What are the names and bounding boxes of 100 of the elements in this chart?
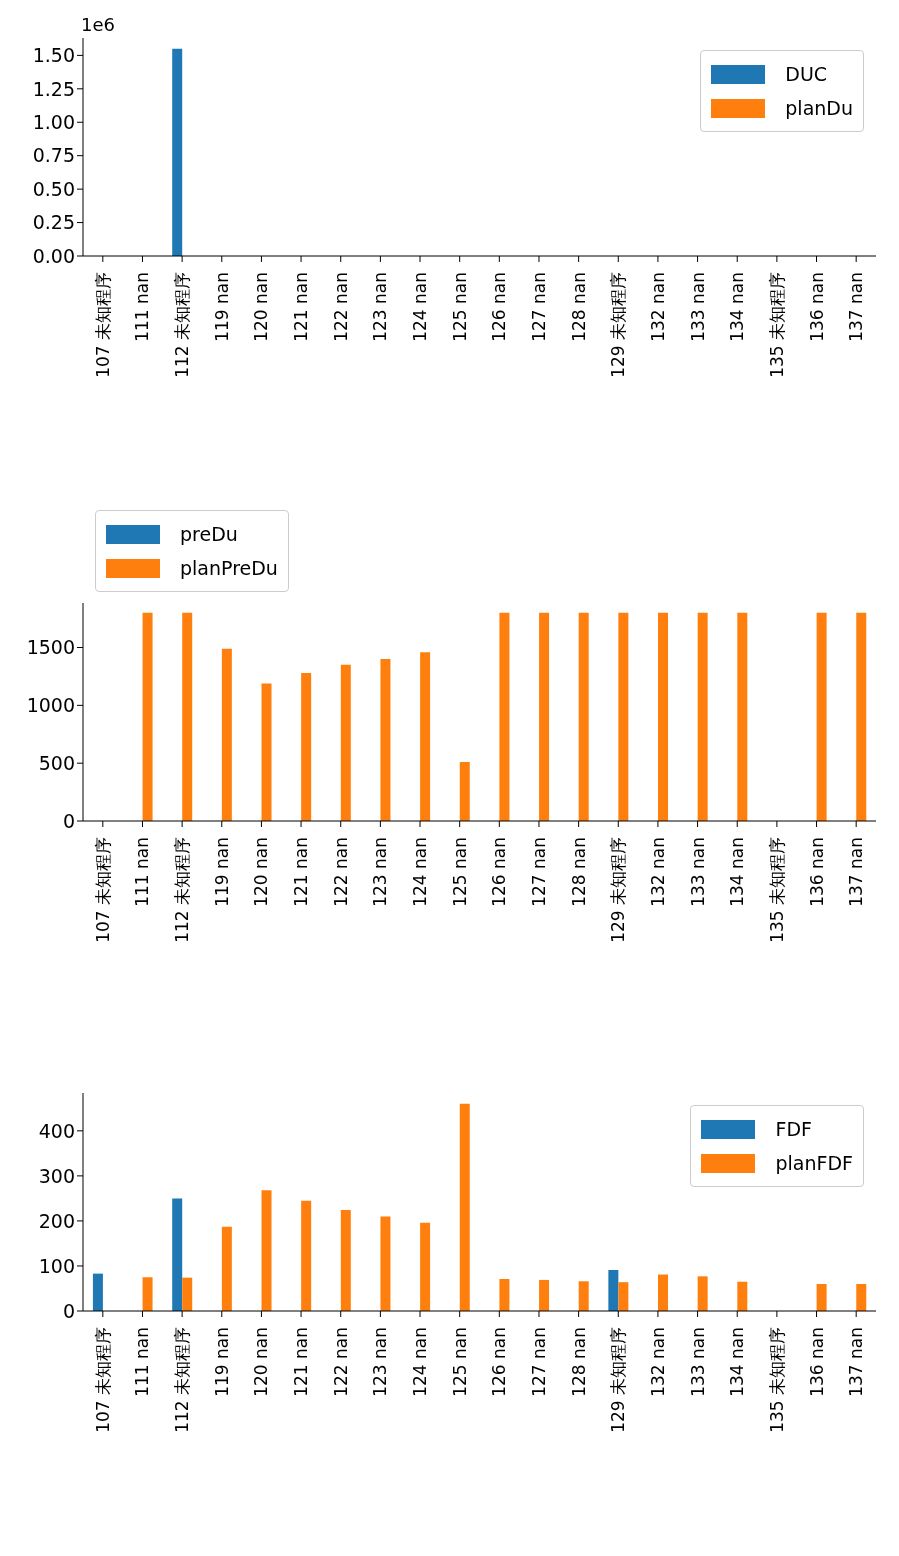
x-tick-label: 137 nan	[846, 837, 867, 907]
x-tick-label: 121 nan	[291, 272, 312, 342]
x-tick-label: 132 nan	[647, 1327, 668, 1397]
x-tick-label: 125 nan	[449, 272, 470, 342]
x-tick-label: 126 nan	[489, 837, 510, 907]
y-tick-label: 0.75	[32, 144, 75, 167]
bar	[172, 1198, 183, 1311]
y-tick-label: 0.50	[32, 177, 75, 200]
x-tick-label: 132 nan	[647, 837, 668, 907]
bar	[499, 612, 510, 821]
bar	[539, 1279, 550, 1311]
x-tick-label: 128 nan	[568, 837, 589, 907]
x-tick-label: 120 nan	[251, 837, 272, 907]
bar	[420, 1222, 431, 1311]
y-tick-label: 0.00	[32, 244, 75, 267]
bar	[608, 1270, 619, 1311]
bar	[420, 652, 431, 821]
x-tick-label: 127 nan	[528, 272, 549, 342]
x-tick-label: 132 nan	[647, 272, 668, 342]
y-tick-label: 1000	[26, 694, 75, 717]
bar	[142, 612, 153, 821]
bar	[380, 659, 391, 821]
x-tick-label: 121 nan	[291, 837, 312, 907]
bar	[459, 1103, 470, 1311]
x-tick-label: 112 未知程序	[172, 272, 193, 378]
x-tick-label: 119 nan	[211, 272, 232, 342]
bar	[816, 612, 827, 821]
x-tick-label: 134 nan	[727, 1327, 748, 1397]
x-tick-label: 135 未知程序	[766, 1327, 787, 1433]
bar	[816, 1283, 827, 1311]
x-tick-label: 107 未知程序	[92, 837, 113, 943]
bar	[539, 612, 550, 821]
x-tick-label: 112 未知程序	[172, 837, 193, 943]
y-tick-label: 1.25	[32, 77, 75, 100]
x-tick-label: 127 nan	[528, 837, 549, 907]
bar	[182, 1277, 193, 1311]
bar	[658, 612, 669, 821]
x-tick-label: 133 nan	[687, 837, 708, 907]
bar	[301, 1200, 312, 1311]
x-tick-label: 122 nan	[330, 1327, 351, 1397]
bar	[658, 1274, 669, 1311]
y-tick-label: 400	[38, 1119, 75, 1142]
bar	[697, 1276, 708, 1311]
bar	[142, 1277, 153, 1311]
x-tick-label: 121 nan	[291, 1327, 312, 1397]
x-tick-label: 136 nan	[806, 272, 827, 342]
legend-label: FDF	[775, 1118, 812, 1140]
x-tick-label: 124 nan	[410, 1327, 431, 1397]
x-tick-label: 128 nan	[568, 1327, 589, 1397]
legend-label: planFDF	[775, 1152, 853, 1174]
y-tick-label: 1.50	[32, 44, 75, 67]
y-tick-label: 500	[38, 751, 75, 774]
x-tick-label: 136 nan	[806, 1327, 827, 1397]
bar	[221, 1226, 232, 1311]
y-tick-label: 0.25	[32, 211, 75, 234]
x-tick-label: 111 nan	[132, 1327, 153, 1397]
bar	[459, 762, 470, 821]
x-tick-label: 137 nan	[846, 272, 867, 342]
y-tick-label: 300	[38, 1164, 75, 1187]
x-tick-label: 123 nan	[370, 272, 391, 342]
bar	[261, 1190, 272, 1311]
bar	[697, 612, 708, 821]
x-tick-label: 111 nan	[132, 837, 153, 907]
bar	[618, 1282, 629, 1311]
x-tick-label: 129 未知程序	[608, 1327, 629, 1433]
x-tick-label: 134 nan	[727, 272, 748, 342]
x-tick-label: 137 nan	[846, 1327, 867, 1397]
x-tick-label: 122 nan	[330, 272, 351, 342]
x-tick-label: 129 未知程序	[608, 837, 629, 943]
x-tick-label: 135 未知程序	[766, 272, 787, 378]
x-tick-label: 111 nan	[132, 272, 153, 342]
legend-label: preDu	[180, 523, 238, 545]
bar	[261, 683, 272, 821]
x-tick-label: 123 nan	[370, 1327, 391, 1397]
legend-label: planDu	[785, 97, 853, 119]
y-tick-label: 1500	[26, 636, 75, 659]
x-tick-label: 126 nan	[489, 272, 510, 342]
bar	[578, 1281, 589, 1311]
y-tick-label: 200	[38, 1209, 75, 1232]
bar	[301, 672, 312, 821]
bar	[856, 1283, 867, 1311]
x-tick-label: 134 nan	[727, 837, 748, 907]
bar	[340, 664, 351, 821]
bar	[618, 612, 629, 821]
x-tick-label: 127 nan	[528, 1327, 549, 1397]
bar	[737, 1281, 748, 1311]
x-tick-label: 120 nan	[251, 1327, 272, 1397]
bar	[221, 648, 232, 821]
y-tick-label: 100	[38, 1254, 75, 1277]
bar	[499, 1279, 510, 1311]
x-tick-label: 133 nan	[687, 1327, 708, 1397]
x-tick-label: 107 未知程序	[92, 272, 113, 378]
x-tick-label: 119 nan	[211, 1327, 232, 1397]
bar	[380, 1216, 391, 1311]
x-tick-label: 107 未知程序	[92, 1327, 113, 1433]
bar	[340, 1210, 351, 1311]
y-tick-label: 0	[62, 809, 75, 832]
text: 1e6	[81, 14, 115, 35]
legend-label: planPreDu	[180, 557, 278, 579]
x-tick-label: 129 未知程序	[608, 272, 629, 378]
